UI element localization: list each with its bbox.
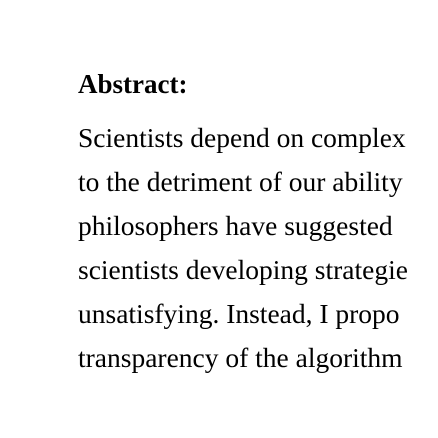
- abstract-line: Scientists depend on complex: [78, 122, 406, 153]
- abstract-line: transparency of the algorithm: [78, 342, 403, 373]
- abstract-line: to the detriment of our ability: [78, 166, 403, 197]
- abstract-line: scientists developing strategie: [78, 254, 408, 285]
- abstract-heading: Abstract:: [78, 69, 188, 99]
- abstract-line: philosophers have suggested: [78, 210, 393, 241]
- abstract-body: Scientists depend on complex to the detr…: [78, 116, 408, 380]
- abstract-line: unsatisfying. Instead, I propo: [78, 298, 400, 329]
